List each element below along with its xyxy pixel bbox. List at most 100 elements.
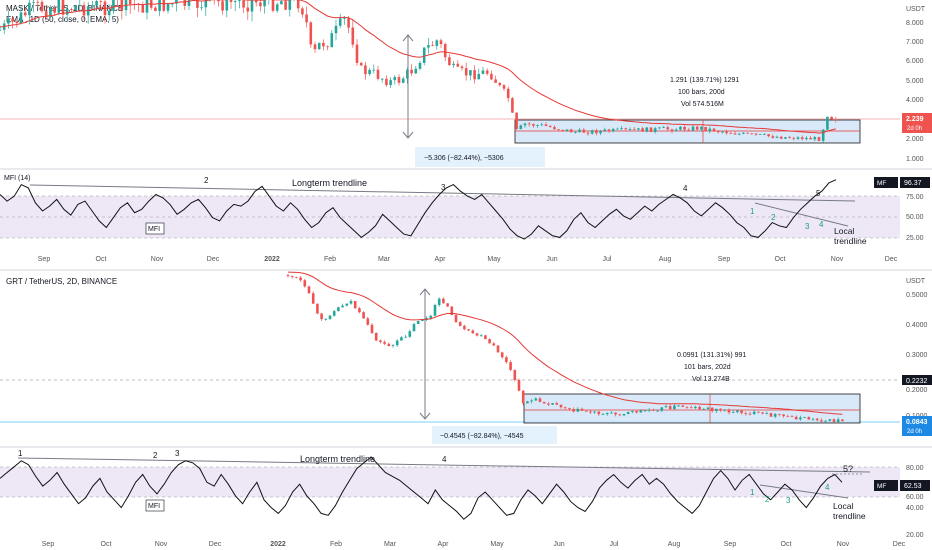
- candle-body: [307, 286, 311, 294]
- time-axis-tick: Oct: [775, 256, 786, 263]
- candle-body: [544, 124, 548, 126]
- time-axis-tick: Aug: [659, 256, 672, 263]
- candle-body: [492, 343, 496, 346]
- candle-body: [700, 126, 703, 130]
- candle-body: [668, 406, 672, 410]
- candle-body: [614, 412, 617, 415]
- candle-body: [242, 0, 245, 8]
- candle-body: [698, 406, 701, 410]
- mask-longterm-label: Longterm trendline: [292, 178, 367, 188]
- candle-body: [758, 134, 762, 135]
- candle-body: [330, 33, 334, 48]
- candle-body: [607, 129, 611, 132]
- candle-body: [695, 126, 699, 130]
- candle-body: [652, 409, 655, 411]
- candle-body: [341, 305, 344, 308]
- candle-body: [416, 321, 420, 325]
- time-axis-tick: Mar: [378, 256, 391, 263]
- mask-mfi-tag-name-bg: [874, 177, 898, 188]
- candle-body: [362, 312, 365, 319]
- mask-wave-5: 5: [816, 189, 821, 198]
- candle-body: [288, 0, 292, 10]
- grt-longterm-trendline: [17, 457, 871, 473]
- time-axis-tick: Oct: [101, 541, 112, 548]
- candle-body: [393, 77, 397, 81]
- candle-body: [471, 330, 475, 334]
- mask-price-axis: USDT 8.0007.0006.0005.0004.0003.0002.000…: [902, 6, 932, 163]
- grt-mfi-axis-60: 60.00: [906, 494, 924, 501]
- candle-body: [359, 62, 363, 66]
- candle-body: [532, 124, 535, 126]
- candle-body: [616, 128, 619, 130]
- candle-body: [824, 420, 827, 422]
- candle-body: [401, 78, 405, 83]
- candle-body: [620, 128, 623, 130]
- candle-body: [338, 18, 342, 26]
- candle-body: [635, 410, 638, 413]
- candle-body: [716, 131, 720, 133]
- candle-body: [584, 410, 588, 412]
- candle-body: [790, 416, 794, 418]
- candle-body: [513, 369, 517, 381]
- candle-body: [593, 411, 596, 413]
- candle-body: [309, 22, 313, 45]
- mask-measure-down-label: −5.306 (−82.44%), −5306: [424, 155, 504, 162]
- candle-body: [44, 11, 48, 18]
- grt-mfi-box-label: MFI: [148, 503, 160, 510]
- candle-body: [799, 417, 802, 420]
- grt-measure-up-line1: 0.0991 (131.31%) 991: [677, 352, 746, 359]
- candle-body: [519, 125, 523, 130]
- candle-body: [408, 331, 412, 337]
- mask-mfi-box: [145, 222, 165, 235]
- candle-body: [754, 133, 758, 135]
- candle-body: [460, 66, 464, 69]
- candle-body: [794, 416, 798, 420]
- mask-measure-up-line3: Vol 574.516M: [681, 101, 724, 108]
- candle-body: [765, 413, 769, 414]
- candle-body: [511, 98, 514, 113]
- candle-body: [238, 0, 241, 2]
- candle-body: [99, 0, 103, 2]
- grt-local-label-2: trendline: [833, 511, 866, 521]
- candle-body: [643, 410, 647, 412]
- mask-local-label-1: Local: [834, 226, 854, 236]
- mask-ema-legend: EMA , 1D (50, close, 0, EMA, 5): [6, 15, 119, 24]
- candle-body: [597, 411, 601, 415]
- candle-body: [748, 413, 752, 415]
- candle-body: [376, 69, 380, 79]
- candle-body: [632, 129, 636, 130]
- candle-body: [639, 410, 643, 413]
- mask-axis-tick: 5.000: [906, 78, 924, 85]
- candle-body: [372, 69, 376, 71]
- candle-body: [820, 420, 823, 422]
- candle-body: [275, 4, 279, 11]
- candle-body: [809, 137, 812, 140]
- candle-body: [313, 44, 317, 50]
- candle-body: [498, 82, 502, 86]
- mask-local-wave-1: 1: [750, 207, 755, 216]
- mask-local-label-2: trendline: [834, 236, 867, 246]
- candle-body: [576, 408, 580, 412]
- candle-body: [490, 73, 493, 80]
- candle-body: [11, 18, 14, 22]
- candle-body: [521, 390, 525, 404]
- grt-time-axis: Sep Oct Nov Dec 2022 Feb Mar Apr May Jun Jul Aug Sep…: [42, 541, 906, 548]
- grt-price-tag: [902, 416, 932, 436]
- candle-body: [580, 408, 584, 411]
- grt-ema-line: [287, 271, 843, 415]
- candle-body: [364, 65, 367, 75]
- time-axis-tick: May: [490, 541, 504, 548]
- candle-body: [673, 405, 676, 410]
- candle-body: [326, 46, 329, 48]
- grt-local-wave-2: 2: [765, 495, 770, 504]
- candle-body: [454, 314, 458, 323]
- grt-local-wave-3: 3: [786, 496, 791, 505]
- grt-price-axis: USDT 0.5000 0.4000 0.3000 0.2000 0.1000 …: [902, 278, 932, 436]
- candle-body: [708, 128, 712, 132]
- candle-body: [534, 398, 538, 401]
- candle-body: [120, 0, 124, 11]
- mask-local-wave-3: 3: [805, 222, 810, 231]
- candle-body: [95, 0, 98, 6]
- candle-body: [435, 40, 439, 46]
- candle-body: [830, 116, 833, 120]
